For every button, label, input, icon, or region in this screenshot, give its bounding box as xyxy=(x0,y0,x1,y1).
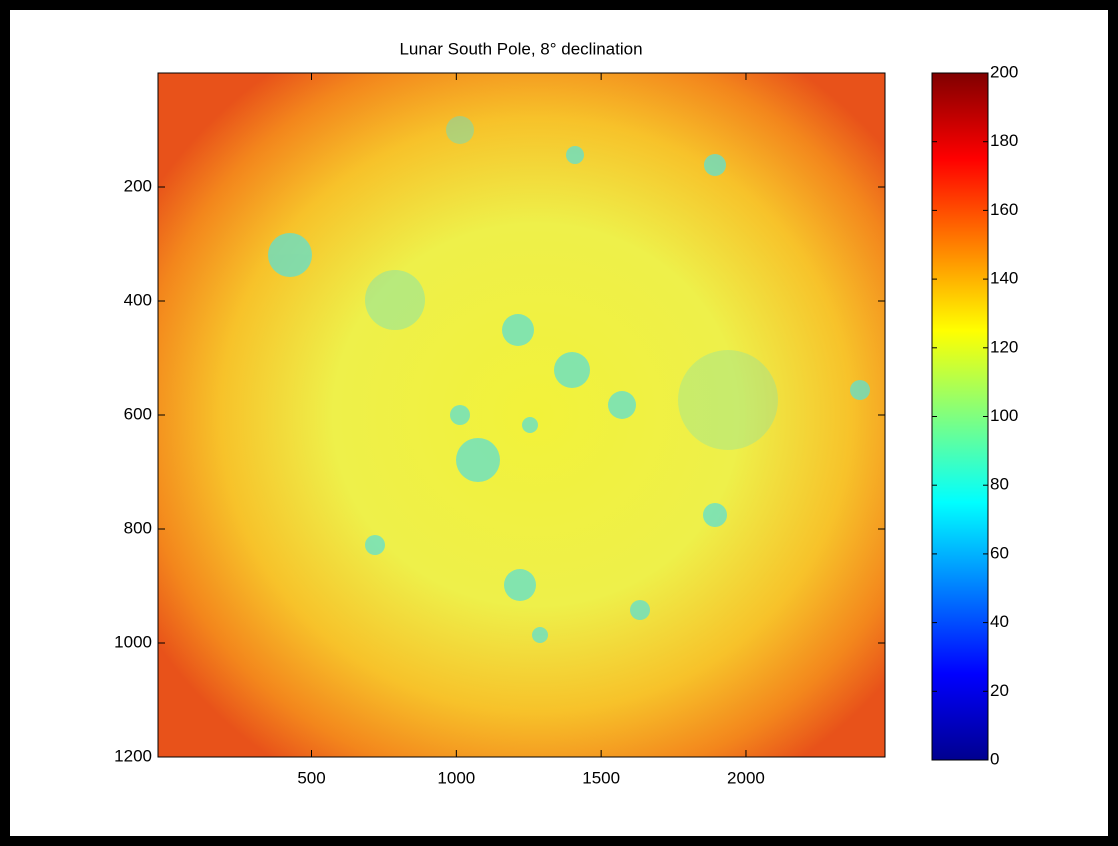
colorbar-tick-label: 20 xyxy=(990,681,1009,700)
x-tick-label: 2000 xyxy=(727,768,765,787)
terrain-image xyxy=(158,73,885,757)
colorbar-tick-label: 0 xyxy=(990,749,999,768)
image-area xyxy=(158,73,885,757)
colorbar-tick-label: 140 xyxy=(990,269,1018,288)
colorbar-tick-label: 80 xyxy=(990,475,1009,494)
y-tick-label: 1000 xyxy=(114,632,152,651)
colorbar-tick-label: 200 xyxy=(990,62,1018,81)
figure: Lunar South Pole, 8° declination 5001000… xyxy=(0,0,1118,846)
x-tick-label: 500 xyxy=(297,768,325,787)
colorbar xyxy=(932,73,988,760)
colorbar-tick-label: 40 xyxy=(990,612,1009,631)
colorbar-tick-label: 120 xyxy=(990,337,1018,356)
y-tick-label: 600 xyxy=(124,404,152,423)
colorbar-tick-label: 100 xyxy=(990,406,1018,425)
colorbar-tick-label: 160 xyxy=(990,200,1018,219)
y-tick-label: 800 xyxy=(124,518,152,537)
x-tick-label: 1000 xyxy=(437,768,475,787)
y-tick-label: 200 xyxy=(124,176,152,195)
colorbar-tick-label: 180 xyxy=(990,131,1018,150)
x-tick-label: 1500 xyxy=(582,768,620,787)
colorbar-tick-label: 60 xyxy=(990,543,1009,562)
chart-title: Lunar South Pole, 8° declination xyxy=(399,39,642,58)
y-tick-label: 1200 xyxy=(114,746,152,765)
y-tick-label: 400 xyxy=(124,290,152,309)
